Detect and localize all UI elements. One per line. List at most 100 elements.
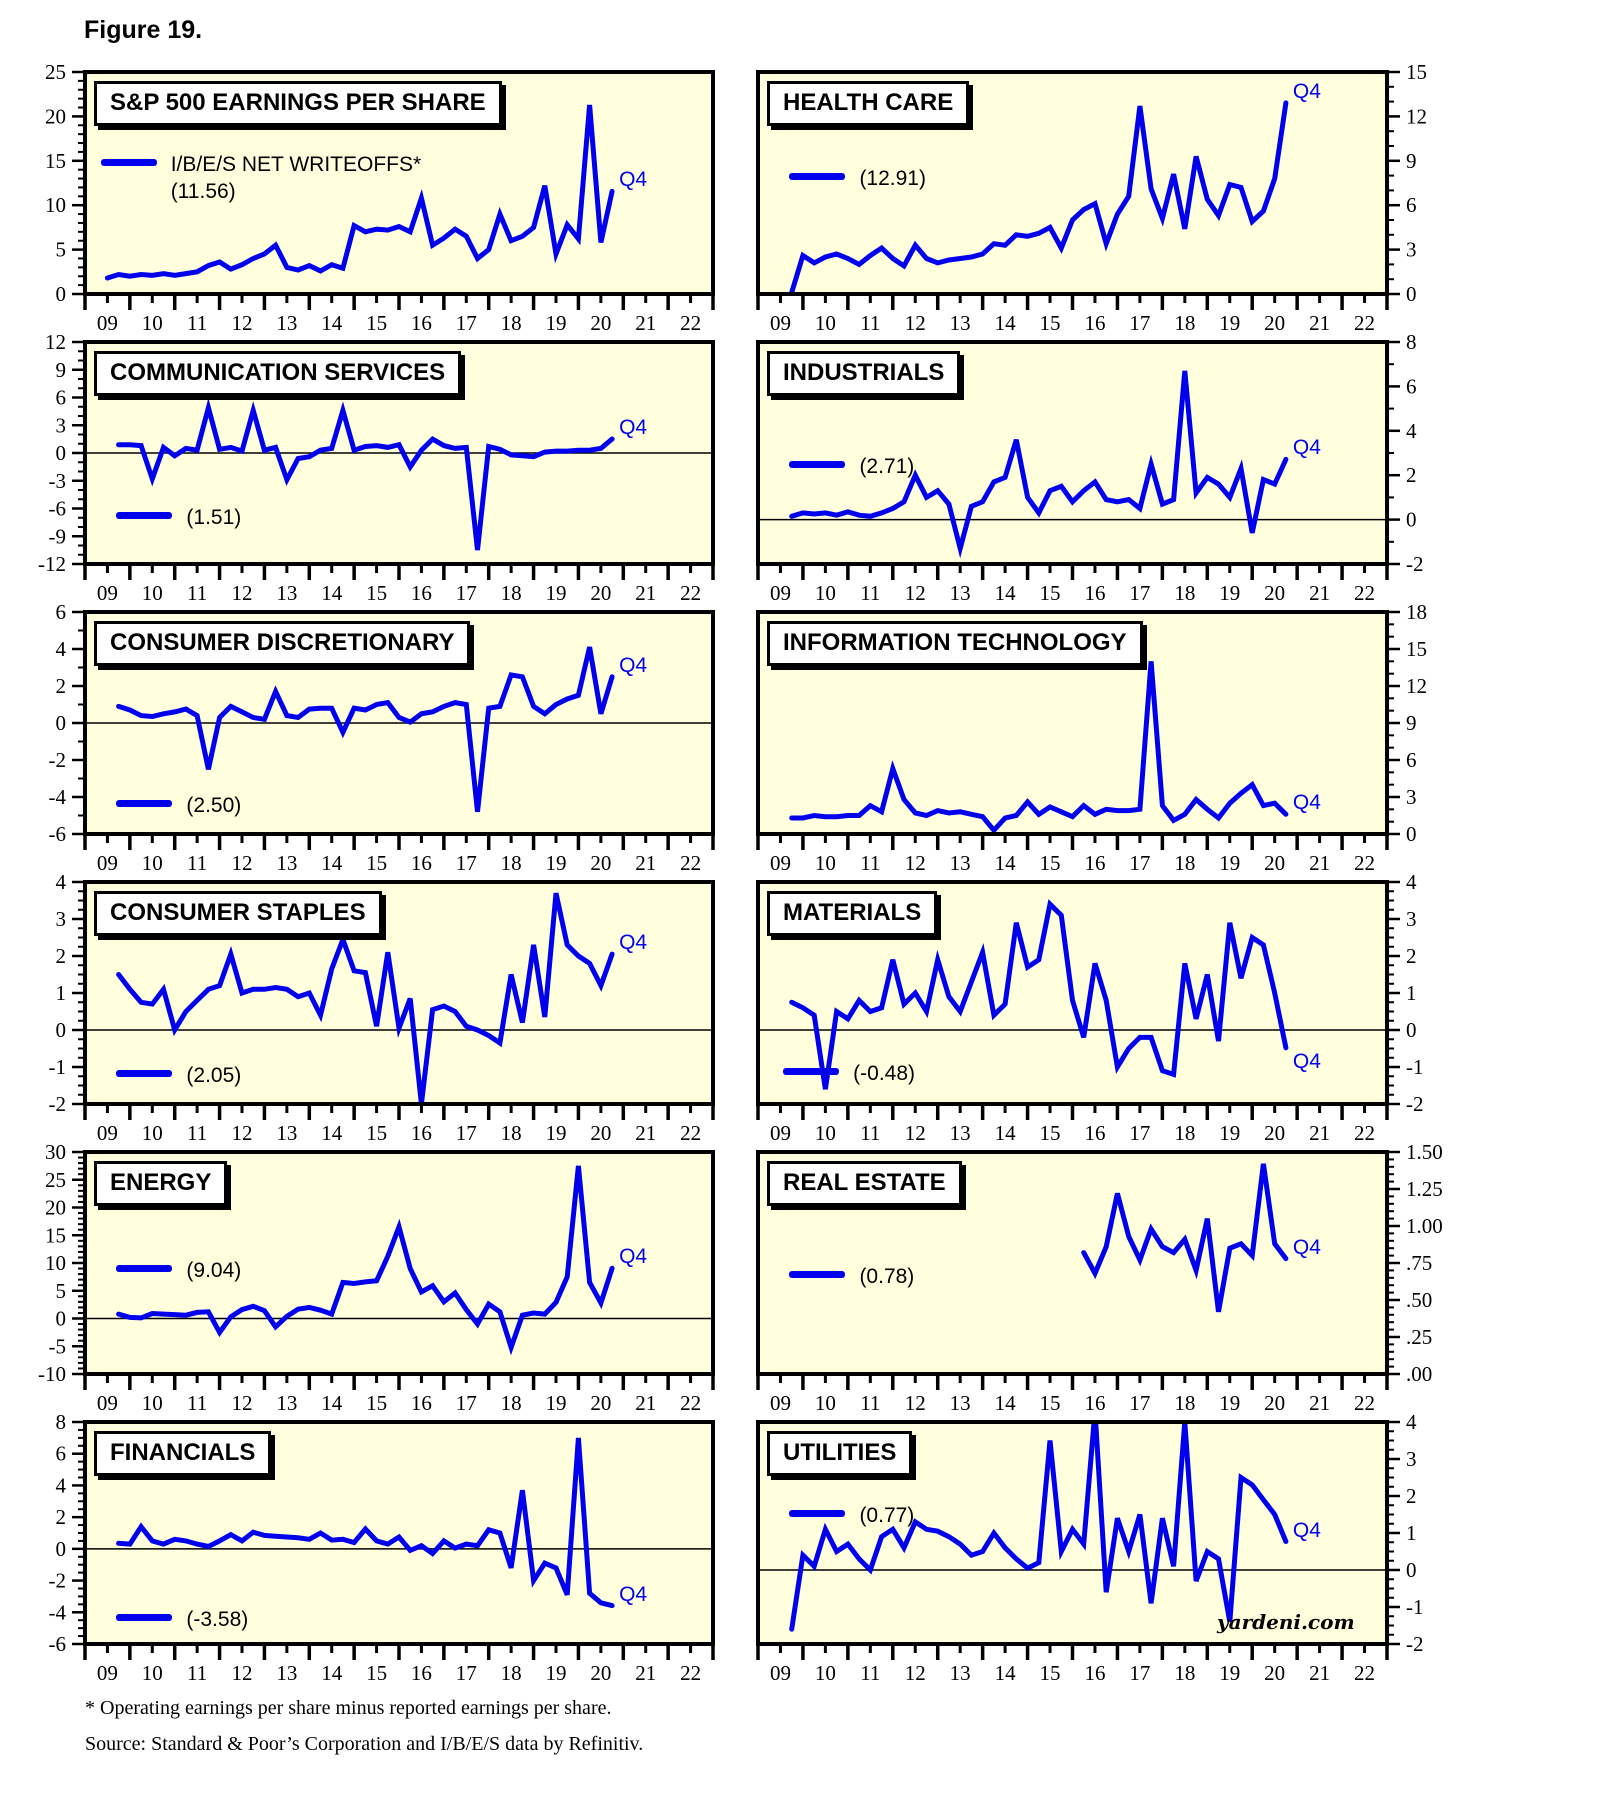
legend-label-line: (0.78) <box>859 1265 915 1288</box>
x-year-label: 13 <box>950 311 971 335</box>
series-line-information-technology <box>789 661 1289 834</box>
x-year-label: 10 <box>815 311 836 335</box>
y-tick-label: 6 <box>56 1442 67 1466</box>
x-year-label: 22 <box>680 311 701 335</box>
y-tick-label: -2 <box>1406 552 1424 576</box>
x-year-label: 16 <box>1084 311 1105 335</box>
x-year-label: 17 <box>1129 1391 1150 1415</box>
y-tick-label: .50 <box>1406 1288 1432 1312</box>
y-tick-label: -2 <box>49 1092 67 1116</box>
x-year-label: 14 <box>321 1391 343 1415</box>
x-year-label: 19 <box>546 311 567 335</box>
panel-border <box>756 880 1389 1106</box>
x-year-label: 13 <box>950 1391 971 1415</box>
panel-border <box>83 340 715 566</box>
q4-annotation-information-technology: Q4 <box>1292 791 1321 815</box>
y-tick-label: 15 <box>45 1223 66 1247</box>
y-tick-label: -1 <box>1406 1055 1424 1079</box>
y-tick-label: 3 <box>56 907 67 931</box>
legend-energy: (9.04) <box>116 1257 241 1284</box>
y-tick-label: 3 <box>1406 785 1417 809</box>
x-year-label: 09 <box>97 311 118 335</box>
x-year-label: 19 <box>546 1121 567 1145</box>
x-year-label: 18 <box>501 851 522 875</box>
panel-border <box>83 1150 715 1376</box>
y-tick-label: 9 <box>1406 149 1417 173</box>
x-year-label: 16 <box>411 851 432 875</box>
series-line-s-p-500-earnings-per-share <box>104 104 615 281</box>
x-year-label: 13 <box>276 581 297 605</box>
x-year-label: 16 <box>411 1661 432 1685</box>
x-year-label: 12 <box>905 1661 926 1685</box>
x-year-label: 13 <box>276 311 297 335</box>
y-tick-label: 10 <box>45 193 66 217</box>
x-year-label: 13 <box>950 1661 971 1685</box>
y-tick-label: 0 <box>56 1537 67 1561</box>
legend-line-swatch <box>789 1271 846 1278</box>
y-tick-label: 15 <box>1406 60 1427 84</box>
x-year-label: 14 <box>321 1661 343 1685</box>
x-year-label: 22 <box>1354 1661 1375 1685</box>
x-year-label: 18 <box>1174 1391 1195 1415</box>
x-year-label: 10 <box>815 1121 836 1145</box>
y-tick-label: 9 <box>56 358 67 382</box>
figure-title: Figure 19. <box>84 16 203 44</box>
legend-line-swatch <box>783 1067 840 1075</box>
x-year-label: 13 <box>276 1121 297 1145</box>
footnote-source: Source: Standard & Poor’s Corporation an… <box>85 1733 644 1755</box>
x-year-label: 14 <box>995 1661 1017 1685</box>
y-tick-label: .25 <box>1406 1325 1432 1349</box>
legend-label-line: (-3.58) <box>186 1608 249 1632</box>
y-tick-label: 30 <box>45 1140 66 1164</box>
legend-label-line: (11.56) <box>170 180 236 204</box>
y-tick-label: 4 <box>1406 419 1417 443</box>
q4-annotation-materials: Q4 <box>1292 1049 1321 1073</box>
legend-line-swatch <box>116 1069 173 1077</box>
x-year-label: 18 <box>1174 311 1195 335</box>
x-year-label: 10 <box>815 851 836 875</box>
x-year-label: 10 <box>142 1121 163 1145</box>
x-year-label: 19 <box>546 1661 567 1685</box>
x-year-label: 09 <box>770 1121 791 1145</box>
x-year-label: 09 <box>97 1121 118 1145</box>
x-year-label: 17 <box>456 581 477 605</box>
x-year-label: 16 <box>411 1391 432 1415</box>
legend-label: (9.04) <box>186 1257 241 1284</box>
y-tick-label: 8 <box>56 1410 67 1434</box>
panel-border <box>756 340 1389 566</box>
x-year-label: 11 <box>187 1391 207 1415</box>
y-tick-label: -6 <box>49 1632 67 1656</box>
y-tick-label: 0 <box>56 282 67 306</box>
y-tick-label: 0 <box>56 1018 67 1042</box>
x-year-label: 15 <box>1040 1121 1061 1145</box>
y-tick-label: 0 <box>1406 822 1417 846</box>
x-year-label: 21 <box>635 1661 656 1685</box>
y-tick-label: 8 <box>1406 330 1417 354</box>
x-year-label: 18 <box>501 581 522 605</box>
x-year-label: 18 <box>1174 1661 1195 1685</box>
y-tick-label: -4 <box>49 785 67 809</box>
q4-annotation-s-p-500-earnings-per-share: Q4 <box>619 168 648 192</box>
legend-label-line: (2.50) <box>186 793 242 817</box>
legend-utilities: (0.77) <box>789 1502 914 1529</box>
x-year-label: 21 <box>1309 581 1330 605</box>
y-tick-label: .00 <box>1406 1362 1432 1386</box>
x-year-label: 12 <box>232 1121 253 1145</box>
q4-annotation-utilities: Q4 <box>1292 1518 1321 1542</box>
x-year-label: 12 <box>232 1661 253 1685</box>
x-year-label: 20 <box>590 311 611 335</box>
series-line-health-care <box>789 100 1289 294</box>
x-year-label: 18 <box>1174 581 1195 605</box>
series-line-utilities <box>789 1422 1289 1632</box>
y-tick-label: -1 <box>1406 1595 1424 1619</box>
y-tick-label: 20 <box>45 1196 66 1220</box>
y-tick-label: 3 <box>1406 1447 1417 1471</box>
x-year-label: 16 <box>411 311 432 335</box>
x-year-label: 14 <box>995 851 1017 875</box>
x-year-label: 19 <box>546 851 567 875</box>
x-year-label: 12 <box>232 311 253 335</box>
x-year-label: 14 <box>321 851 343 875</box>
x-year-label: 21 <box>635 1121 656 1145</box>
x-year-label: 10 <box>142 581 163 605</box>
